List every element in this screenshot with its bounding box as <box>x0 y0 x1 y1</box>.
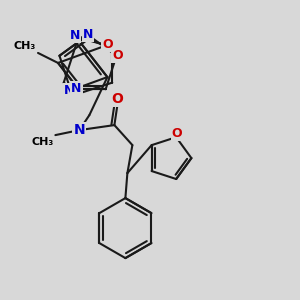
Text: O: O <box>102 38 112 51</box>
Text: CH₃: CH₃ <box>31 137 53 147</box>
Text: O: O <box>172 127 182 140</box>
Text: N: N <box>71 82 82 95</box>
Text: CH₃: CH₃ <box>14 41 36 51</box>
Text: O: O <box>111 92 123 106</box>
Text: N: N <box>70 29 80 42</box>
Text: N: N <box>64 84 75 97</box>
Text: N: N <box>83 28 93 40</box>
Text: O: O <box>112 49 123 62</box>
Text: N: N <box>74 123 85 137</box>
